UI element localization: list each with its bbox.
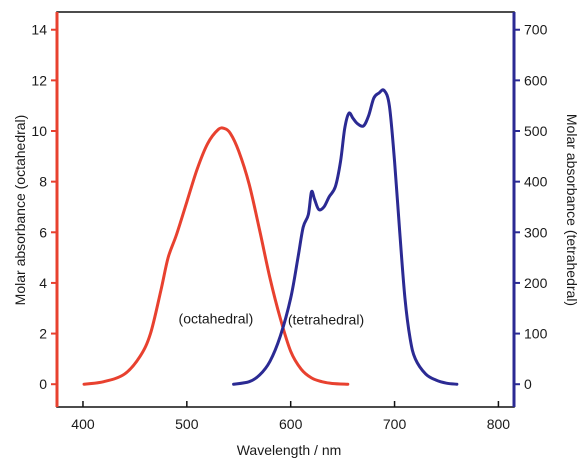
left-y-tick-label-14: 14 [31, 22, 47, 38]
right-y-tick-label-300: 300 [524, 224, 548, 240]
right-y-tick-label-0: 0 [524, 376, 532, 392]
x-axis-title: Wavelength / nm [237, 442, 342, 458]
series-line-octahedral [82, 126, 350, 386]
left-y-tick-label-12: 12 [31, 72, 47, 88]
series-line-tetrahedral [232, 88, 459, 386]
left-y-tick-label-6: 6 [39, 224, 47, 240]
left-y-axis-ticks: 0 2 4 6 8 10 12 14 [31, 22, 57, 392]
right-y-tick-label-700: 700 [524, 22, 548, 38]
right-y-tick-label-400: 400 [524, 174, 548, 190]
x-axis-ticks: 400 500 600 700 800 [71, 401, 510, 432]
left-y-tick-label-0: 0 [39, 376, 47, 392]
series-layer [82, 88, 459, 386]
annotation-1: (tetrahedral) [288, 312, 364, 328]
x-tick-label-400: 400 [71, 416, 95, 432]
left-y-tick-label-10: 10 [31, 123, 47, 139]
right-y-tick-label-100: 100 [524, 326, 548, 342]
right-y-tick-label-600: 600 [524, 72, 548, 88]
left-y-axis-title: Molar absorbance (octahedral) [12, 115, 28, 306]
right-y-axis-ticks: 0 100 200 300 400 500 600 700 [514, 22, 548, 392]
right-y-axis-title: Molar absorbance (tetrahedral) [564, 114, 580, 306]
left-y-tick-label-4: 4 [39, 275, 47, 291]
annotation-0: (octahedral) [179, 310, 254, 326]
right-y-tick-label-500: 500 [524, 123, 548, 139]
x-tick-label-600: 600 [279, 416, 303, 432]
x-tick-label-700: 700 [383, 416, 407, 432]
left-y-tick-label-2: 2 [39, 326, 47, 342]
plot-frame [56, 11, 515, 408]
x-tick-label-800: 800 [487, 416, 511, 432]
annotation-layer: (octahedral) (tetrahedral) [179, 310, 365, 327]
left-y-tick-label-8: 8 [39, 174, 47, 190]
x-tick-label-500: 500 [175, 416, 199, 432]
right-y-tick-label-200: 200 [524, 275, 548, 291]
